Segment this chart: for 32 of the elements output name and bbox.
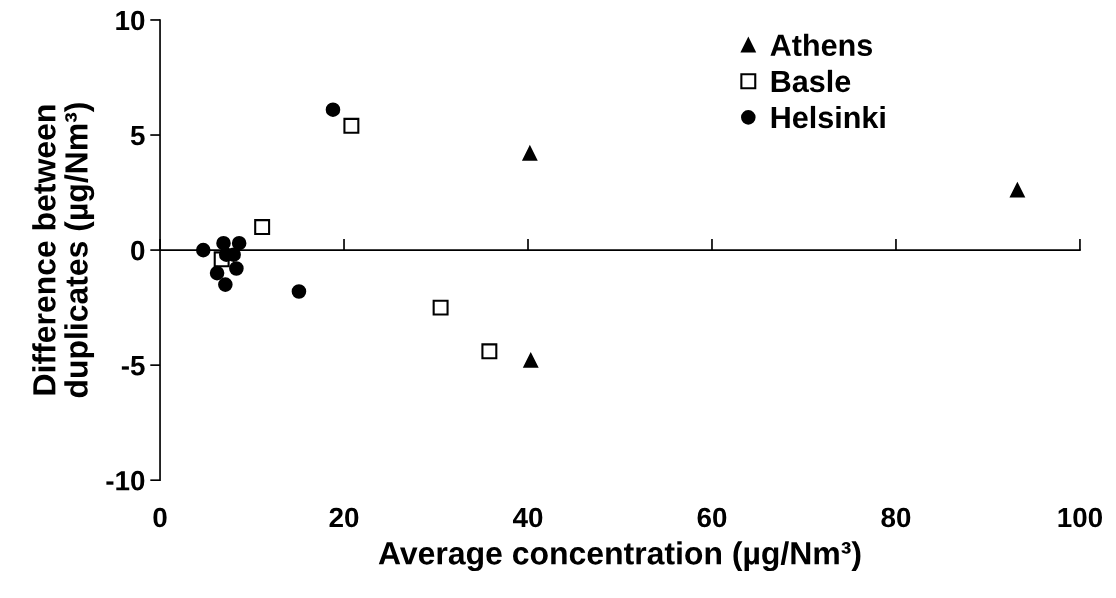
point — [231, 235, 247, 251]
point — [1010, 182, 1025, 198]
point — [254, 219, 271, 236]
point — [195, 242, 211, 258]
point — [218, 277, 233, 292]
legend-label: Helsinki — [771, 105, 885, 129]
y-tick-label: -10 — [106, 470, 145, 491]
point — [522, 146, 538, 161]
x-tick-label: 0 — [153, 507, 167, 528]
x-tick-label: 20 — [329, 507, 359, 528]
point — [216, 235, 231, 251]
point — [481, 343, 498, 360]
x-tick-label: 80 — [881, 507, 911, 528]
x-tick-label: 100 — [1058, 507, 1102, 528]
y-tick-label: -5 — [121, 356, 145, 376]
point — [523, 353, 539, 368]
y-tick-label: 0 — [131, 240, 145, 261]
point — [213, 251, 230, 268]
point — [343, 117, 360, 134]
point — [291, 284, 307, 299]
legend-label: Basle — [771, 69, 851, 93]
point — [432, 299, 449, 316]
x-tick-label: 60 — [697, 507, 727, 528]
y-axis-title: Difference between duplicates (µg/Nm³) — [32, 103, 95, 398]
y-tick-label: 10 — [116, 10, 145, 31]
x-tick-label: 40 — [512, 507, 543, 528]
point — [209, 265, 225, 281]
x-axis-title: Average concentration (µg/Nm³) — [378, 541, 861, 572]
legend-label: Athens — [770, 33, 872, 57]
y-tick-label: 5 — [130, 125, 145, 146]
point — [229, 261, 244, 276]
point — [325, 102, 341, 118]
